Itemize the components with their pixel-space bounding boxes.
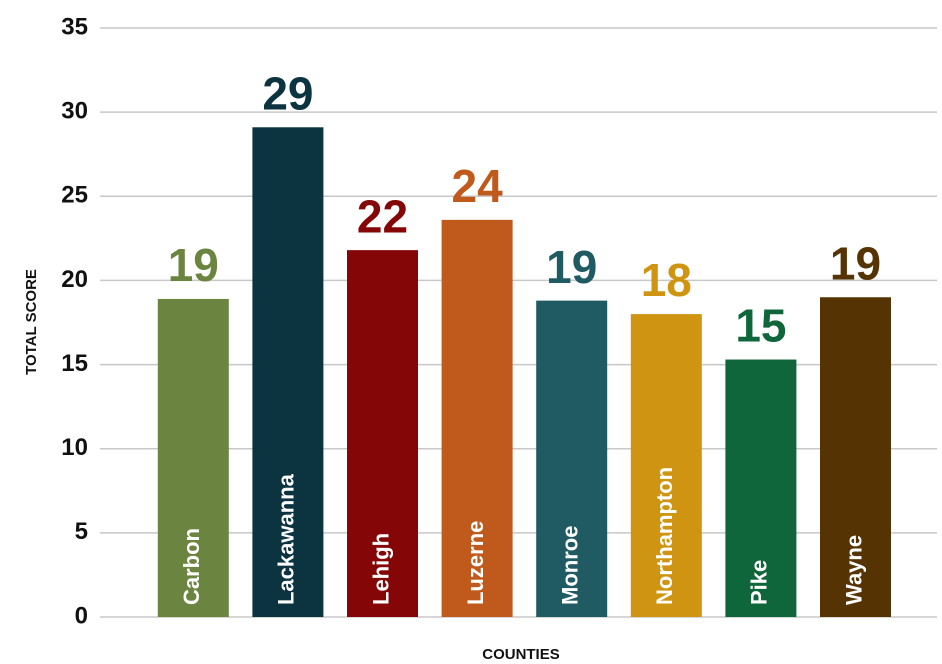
category-label: Luzerne: [463, 521, 488, 605]
value-label: 19: [546, 241, 597, 293]
bar: [820, 297, 891, 617]
y-tick-label: 5: [75, 518, 88, 545]
value-label: 22: [357, 190, 408, 242]
bar: [725, 359, 797, 617]
bar: [347, 250, 418, 617]
category-label: Wayne: [841, 535, 866, 605]
category-label: Carbon: [179, 528, 204, 605]
value-label: 29: [262, 67, 313, 119]
y-tick-label: 30: [61, 97, 88, 124]
x-axis-title: COUNTIES: [482, 646, 560, 663]
category-label: Lackawanna: [274, 473, 299, 605]
value-label: 24: [452, 160, 504, 212]
category-label: Pike: [747, 560, 772, 605]
y-tick-label: 0: [75, 602, 88, 629]
bar: [536, 300, 608, 617]
bar: [157, 298, 229, 617]
value-label: 15: [735, 300, 786, 352]
value-label: 19: [830, 237, 881, 289]
value-label: 19: [168, 239, 219, 291]
y-tick-label: 25: [61, 182, 88, 209]
y-tick-label: 35: [61, 13, 88, 40]
y-tick-label: 20: [61, 266, 88, 293]
category-label: Lehigh: [368, 533, 393, 605]
y-axis-title: TOTAL SCORE: [23, 269, 40, 375]
y-tick-label: 15: [61, 350, 88, 377]
y-tick-label: 10: [61, 434, 88, 461]
category-label: Monroe: [558, 526, 583, 605]
bar: [441, 219, 513, 618]
category-label: Northampton: [652, 467, 677, 605]
bar: [630, 314, 702, 617]
value-label: 18: [641, 254, 692, 306]
bar: [252, 127, 324, 617]
